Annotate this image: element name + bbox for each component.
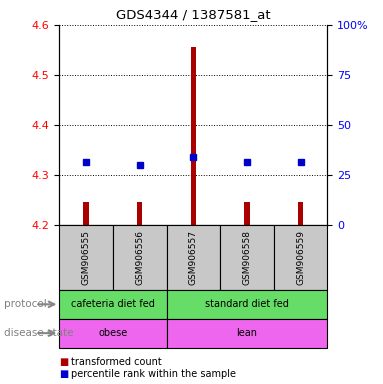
Text: GSM906556: GSM906556 [135, 230, 144, 285]
Bar [83, 202, 89, 225]
Bar [298, 202, 303, 225]
Text: ■: ■ [59, 369, 69, 379]
Text: ■: ■ [59, 357, 69, 367]
Text: protocol: protocol [4, 299, 47, 310]
Text: GSM906555: GSM906555 [82, 230, 91, 285]
Text: cafeteria diet fed: cafeteria diet fed [71, 299, 155, 310]
Text: disease state: disease state [4, 328, 73, 338]
Text: GSM906558: GSM906558 [242, 230, 252, 285]
Bar [167, 225, 220, 290]
Bar [59, 319, 167, 348]
Bar [137, 202, 142, 225]
Title: GDS4344 / 1387581_at: GDS4344 / 1387581_at [116, 8, 271, 21]
Text: GSM906557: GSM906557 [189, 230, 198, 285]
Bar [167, 319, 327, 348]
Text: obese: obese [98, 328, 128, 338]
Bar [274, 225, 327, 290]
Bar [191, 48, 196, 225]
Text: lean: lean [237, 328, 257, 338]
Text: percentile rank within the sample: percentile rank within the sample [71, 369, 236, 379]
Bar [59, 290, 167, 319]
Text: GSM906559: GSM906559 [296, 230, 305, 285]
Bar [59, 225, 113, 290]
Bar [220, 225, 274, 290]
Text: transformed count: transformed count [71, 357, 162, 367]
Bar [244, 202, 250, 225]
Bar [113, 225, 167, 290]
Bar [167, 290, 327, 319]
Text: standard diet fed: standard diet fed [205, 299, 289, 310]
